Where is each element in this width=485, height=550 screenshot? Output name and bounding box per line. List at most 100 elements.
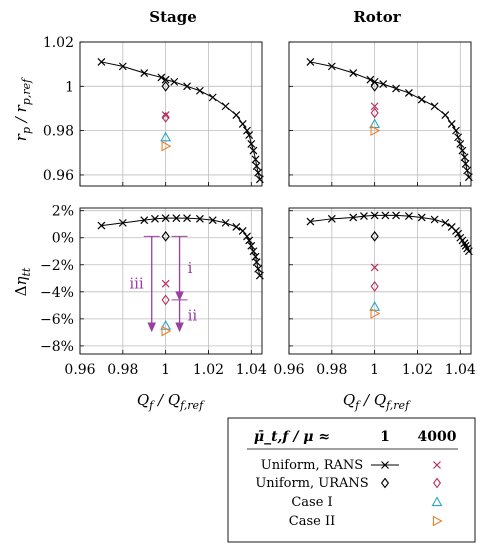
point-uniform-rans	[458, 146, 467, 155]
legend-marker-urans-1	[380, 477, 390, 489]
point-uniform-rans	[370, 211, 379, 220]
series-line-uniform-rans	[101, 61, 261, 180]
point-uniform-urans-1	[370, 80, 379, 92]
legend: μ̄_t,f / μ ≈ 1 4000 Uniform, RANS Unifor…	[227, 417, 476, 543]
point-uniform-rans	[306, 217, 315, 226]
tick-label-y: 1.02	[43, 35, 74, 51]
point-uniform-rans	[456, 139, 465, 148]
tick-label-x: 0.96	[273, 362, 304, 378]
point-uniform-rans	[441, 111, 450, 120]
legend-label-rans: Uniform, RANS	[261, 458, 363, 473]
panels: 0.96 0.98 1 1.02 0.96 0.98 1 1.02 1.04 2% 0% −2% −4%…	[40, 35, 476, 378]
legend-marker-urans-4000	[432, 477, 442, 489]
tick-label-y: −8%	[40, 339, 74, 355]
point-uniform-rans	[232, 111, 241, 120]
point-uniform-rans	[447, 120, 456, 128]
legend-marker-case2-4000	[432, 515, 443, 527]
point-uniform-rans	[452, 126, 460, 135]
title-rotor: Rotor	[353, 8, 401, 26]
annotation-arrowhead-ii	[175, 322, 184, 333]
axes-frame	[79, 41, 263, 187]
legend-header: μ̄_t,f / μ ≈	[254, 429, 330, 445]
annotation-label-ii: ii	[188, 306, 198, 324]
series-line-uniform-rans	[310, 61, 470, 178]
tick-label-y: 2%	[52, 204, 74, 220]
tick-label-y: −4%	[40, 285, 74, 301]
point-uniform-rans	[463, 166, 472, 175]
point-uniform-rans	[360, 212, 368, 221]
point-uniform-rans	[208, 93, 217, 102]
point-uniform-rans	[392, 84, 400, 93]
point-uniform-rans	[254, 264, 263, 273]
point-uniform-rans	[430, 215, 439, 224]
point-uniform-rans	[379, 80, 388, 89]
point-uniform-rans	[140, 216, 149, 225]
legend-col-1: 1	[380, 429, 390, 445]
point-uniform-rans	[249, 146, 258, 155]
point-case2-4000	[370, 125, 381, 137]
point-uniform-rans	[404, 212, 413, 221]
point-uniform-rans	[238, 227, 247, 235]
point-uniform-rans	[247, 241, 256, 250]
point-rans-4000	[370, 102, 379, 111]
point-uniform-rans	[157, 73, 166, 82]
point-rans-4000	[370, 263, 379, 272]
axes-frame	[79, 207, 263, 355]
point-rans-4000	[161, 111, 170, 120]
point-uniform-rans	[460, 153, 469, 162]
tick-label-x: 0.96	[64, 362, 95, 378]
point-uniform-rans	[255, 175, 264, 184]
legend-label-case2: Case II	[289, 514, 335, 529]
point-uniform-rans	[255, 271, 264, 280]
annotation-arrowhead-iii	[147, 322, 156, 333]
tick-label-y: −6%	[40, 312, 74, 328]
point-uniform-urans-1	[370, 230, 379, 242]
point-uniform-rans	[232, 223, 241, 231]
point-case2-4000	[161, 140, 172, 152]
point-uniform-rans	[349, 69, 358, 77]
point-uniform-rans	[460, 239, 469, 248]
point-uniform-rans	[161, 214, 170, 223]
point-uniform-rans	[238, 120, 247, 128]
point-uniform-rans	[454, 133, 463, 142]
point-uniform-rans	[183, 82, 191, 91]
tick-label-y: 0.96	[43, 168, 74, 184]
point-uniform-rans	[417, 95, 426, 104]
point-uniform-rans	[172, 214, 181, 223]
tick-label-x: 1	[370, 362, 379, 378]
tick-label-x: 1.04	[236, 362, 267, 378]
point-uniform-rans	[221, 102, 230, 111]
point-uniform-rans	[349, 213, 358, 222]
point-case1-4000	[369, 301, 381, 311]
point-uniform-rans	[208, 216, 217, 225]
point-uniform-rans	[254, 168, 263, 177]
legend-label-case1: Case I	[291, 495, 332, 510]
point-uniform-rans	[170, 77, 179, 86]
point-urans-4000	[370, 107, 379, 119]
annotation-label-i: i	[188, 259, 193, 277]
tick-label-y: 0.98	[43, 124, 74, 140]
point-uniform-urans-1	[161, 80, 170, 92]
legend-marker-rans-1	[381, 461, 389, 469]
point-uniform-rans	[161, 75, 170, 84]
point-uniform-rans	[252, 162, 261, 170]
point-uniform-rans	[461, 159, 470, 168]
point-uniform-rans	[183, 214, 191, 223]
point-uniform-rans	[151, 214, 159, 223]
point-uniform-rans	[195, 86, 204, 95]
annotation-label-iii: iii	[129, 275, 144, 293]
legend-marker-case1-4000	[431, 496, 443, 507]
point-uniform-rans	[430, 102, 439, 111]
tick-label-x: 1.02	[193, 362, 224, 378]
point-urans-4000	[161, 294, 170, 306]
point-uniform-rans	[454, 229, 463, 238]
point-case2-4000	[161, 325, 172, 337]
tick-label-x: 1.02	[402, 362, 433, 378]
point-uniform-rans	[306, 58, 315, 66]
point-uniform-rans	[245, 131, 254, 139]
point-uniform-rans	[243, 232, 251, 241]
point-uniform-rans	[243, 126, 251, 135]
point-uniform-rans	[464, 173, 473, 182]
title-stage: Stage	[149, 8, 197, 26]
